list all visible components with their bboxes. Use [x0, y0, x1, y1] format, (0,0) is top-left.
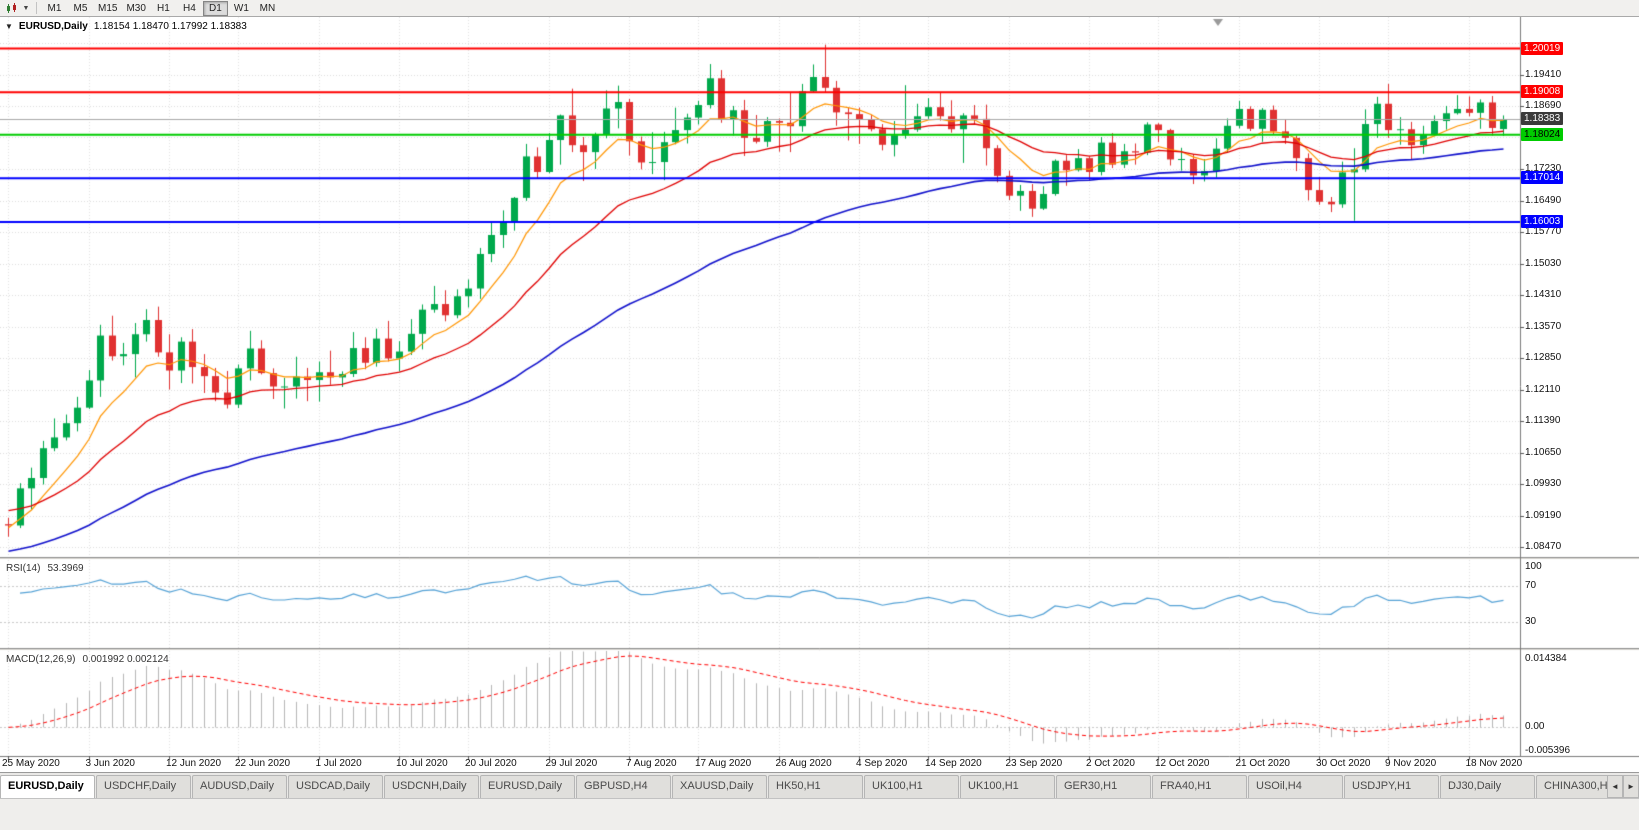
macd-axis--0.005396: -0.005396: [1525, 745, 1571, 756]
time-tick-30-oct-2020: 30 Oct 2020: [1316, 758, 1371, 769]
time-tick-7-aug-2020: 7 Aug 2020: [626, 758, 677, 769]
price-tick-1.17230: 1.17230: [1525, 162, 1562, 174]
price-level-label-1.18024: 1.18024: [1521, 127, 1564, 141]
chart-tab-5-eurusd-daily[interactable]: EURUSD,Daily: [480, 775, 575, 798]
price-level-label-1.20019: 1.20019: [1521, 41, 1564, 55]
rsi-name: RSI(14): [6, 563, 41, 574]
rsi-axis-70: 70: [1525, 580, 1537, 592]
toolbar-separator: [36, 2, 37, 14]
price-tick-1.10650: 1.10650: [1525, 446, 1562, 458]
chart-tab-2-audusd-daily[interactable]: AUDUSD,Daily: [192, 775, 287, 798]
current-bid-price-label: 1.18383: [1521, 112, 1564, 126]
timeframes-toolbar: ▼ M1 M5 M15 M30 H1 H4 D1 W1 MN: [0, 0, 1639, 17]
rsi-axis-30: 30: [1525, 615, 1537, 627]
time-tick-12-oct-2020: 12 Oct 2020: [1155, 758, 1210, 769]
price-axis[interactable]: 1.19410 1.18690 1.17230 1.16490 1.15770 1.150…: [1520, 17, 1639, 756]
chart-tab-12-fra40-h1[interactable]: FRA40,H1: [1152, 775, 1247, 798]
chart-tab-8-hk50-h1[interactable]: HK50,H1: [768, 775, 863, 798]
tab-scroll-left-icon[interactable]: ◄: [1607, 775, 1623, 798]
time-tick-3-jun-2020: 3 Jun 2020: [85, 758, 136, 769]
chart-type-dropdown-icon[interactable]: ▼: [22, 4, 30, 12]
chart-tab-11-ger30-h1[interactable]: GER30,H1: [1056, 775, 1151, 798]
price-level-label-1.19008: 1.19008: [1521, 85, 1564, 99]
time-tick-10-jul-2020: 10 Jul 2020: [396, 758, 448, 769]
chart-tab-9-uk100-h1[interactable]: UK100,H1: [864, 775, 959, 798]
chart-tab-6-gbpusd-h4[interactable]: GBPUSD,H4: [576, 775, 671, 798]
time-tick-29-jul-2020: 29 Jul 2020: [545, 758, 598, 769]
price-tick-1.15770: 1.15770: [1525, 225, 1562, 237]
chart-tab-4-usdcnh-daily[interactable]: USDCNH,Daily: [384, 775, 479, 798]
chart-tab-7-xauusd-daily[interactable]: XAUUSD,Daily: [672, 775, 767, 798]
price-tick-1.09190: 1.09190: [1525, 509, 1562, 521]
chart-title: ▼ EURUSD,Daily 1.18154 1.18470 1.17992 1…: [5, 21, 247, 32]
timeframe-button-h1[interactable]: H1: [157, 2, 170, 14]
timeframe-button-h4[interactable]: H4: [183, 2, 196, 14]
tab-scroll-right-icon[interactable]: ►: [1623, 775, 1639, 798]
chart-ohlc-values: 1.18154 1.18470 1.17992 1.18383: [93, 21, 247, 32]
timeframe-button-m1[interactable]: M1: [47, 2, 62, 14]
tab-scroll-arrows: ◄ ►: [1607, 775, 1639, 798]
chart-tabs-bar: EURUSD,Daily USDCHF,Daily AUDUSD,Daily USDC…: [0, 772, 1639, 798]
time-axis[interactable]: 25 May 2020 3 Jun 2020 12 Jun 2020 22 Jun 2…: [0, 756, 1639, 772]
time-tick-26-aug-2020: 26 Aug 2020: [775, 758, 832, 769]
rsi-value: 53.3969: [47, 563, 84, 574]
time-tick-25-may-2020: 25 May 2020: [2, 758, 60, 769]
chart-window: ▼ EURUSD,Daily 1.18154 1.18470 1.17992 1…: [0, 17, 1639, 772]
timeframe-button-m15[interactable]: M15: [98, 2, 118, 14]
chart-symbol-period: EURUSD,Daily: [18, 21, 88, 32]
status-bar: [0, 798, 1639, 830]
time-tick-17-aug-2020: 17 Aug 2020: [695, 758, 752, 769]
macd-indicator-label: MACD(12,26,9) 0.001992 0.002124: [6, 654, 169, 665]
price-tick-1.19410: 1.19410: [1525, 68, 1562, 80]
price-level-label-1.16003: 1.16003: [1521, 214, 1564, 228]
timeframe-button-d1[interactable]: D1: [202, 0, 228, 16]
chart-tab-13-usoil-h4[interactable]: USOil,H4: [1248, 775, 1343, 798]
price-level-label-1.17014: 1.17014: [1521, 171, 1564, 185]
time-tick-20-jul-2020: 20 Jul 2020: [465, 758, 517, 769]
macd-axis-0.00: 0.00: [1525, 721, 1545, 733]
chart-tab-1-usdchf-daily[interactable]: USDCHF,Daily: [96, 775, 191, 798]
price-tick-1.11390: 1.11390: [1525, 415, 1561, 427]
price-tick-1.15030: 1.15030: [1525, 257, 1562, 269]
chart-tab-3-usdcad-daily[interactable]: USDCAD,Daily: [288, 775, 383, 798]
price-tick-1.12850: 1.12850: [1525, 352, 1562, 363]
time-tick-21-oct-2020: 21 Oct 2020: [1235, 758, 1290, 769]
chart-type-icon[interactable]: [3, 1, 21, 15]
time-tick-2-oct-2020: 2 Oct 2020: [1086, 758, 1135, 769]
macd-name: MACD(12,26,9): [6, 654, 76, 665]
price-tick-1.13570: 1.13570: [1525, 320, 1562, 332]
price-tick-1.18690: 1.18690: [1525, 99, 1562, 111]
price-tick-1.12110: 1.12110: [1525, 383, 1561, 395]
rsi-indicator-label: RSI(14) 53.3969: [6, 563, 84, 574]
timeframe-button-m30[interactable]: M30: [126, 2, 146, 14]
price-tick-1.14310: 1.14310: [1525, 288, 1562, 300]
macd-axis-0.014384: 0.014384: [1525, 653, 1567, 664]
chart-tab-10-uk100-h1[interactable]: UK100,H1: [960, 775, 1055, 798]
one-click-trading-icon[interactable]: ▼: [5, 22, 13, 31]
chart-tab-0-eurusd-daily[interactable]: EURUSD,Daily: [0, 775, 95, 798]
time-tick-9-nov-2020: 9 Nov 2020: [1385, 758, 1437, 769]
timeframe-button-w1[interactable]: W1: [233, 2, 249, 14]
timeframe-buttons: M1 M5 M15 M30 H1 H4 D1 W1 MN: [42, 0, 281, 16]
price-tick-1.16490: 1.16490: [1525, 194, 1562, 206]
chart-tab-15-dj30-daily[interactable]: DJ30,Daily: [1440, 775, 1535, 798]
macd-values: 0.001992 0.002124: [82, 654, 169, 665]
timeframe-button-m5[interactable]: M5: [73, 2, 88, 14]
candlestick-chart-canvas[interactable]: [0, 17, 1639, 772]
price-tick-1.08470: 1.08470: [1525, 541, 1562, 553]
time-tick-12-jun-2020: 12 Jun 2020: [166, 758, 222, 769]
timeframe-button-mn[interactable]: MN: [259, 2, 276, 14]
time-tick-22-jun-2020: 22 Jun 2020: [235, 758, 291, 769]
price-tick-1.09930: 1.09930: [1525, 478, 1562, 490]
time-tick-14-sep-2020: 14 Sep 2020: [925, 758, 982, 769]
time-tick-1-jul-2020: 1 Jul 2020: [315, 758, 362, 769]
time-tick-4-sep-2020: 4 Sep 2020: [856, 758, 908, 769]
time-tick-18-nov-2020: 18 Nov 2020: [1465, 758, 1523, 769]
time-tick-23-sep-2020: 23 Sep 2020: [1005, 758, 1063, 769]
chart-tab-14-usdjpy-h1[interactable]: USDJPY,H1: [1344, 775, 1439, 798]
rsi-axis-100: 100: [1525, 561, 1542, 572]
